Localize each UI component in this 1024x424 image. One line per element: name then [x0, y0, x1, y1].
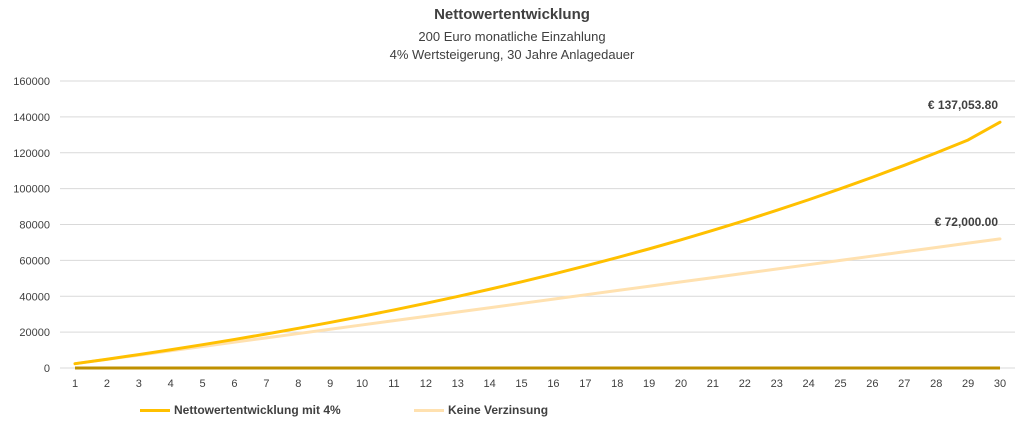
chart-title: Nettowertentwicklung	[434, 6, 590, 23]
legend-label-series-1: Nettowertentwicklung mit 4%	[174, 403, 341, 417]
gridlines	[60, 80, 1015, 369]
x-tick-label: 14	[484, 378, 496, 390]
x-tick-label: 2	[104, 378, 110, 390]
series-line-1	[73, 120, 1002, 366]
legend-swatch-series-1	[140, 408, 170, 412]
x-tick-label: 5	[200, 378, 206, 390]
x-tick-label: 18	[611, 378, 623, 390]
end-value-label-series-1: € 137,053.80	[928, 98, 998, 112]
x-tick-label: 22	[739, 378, 751, 390]
end-value-labels: € 137,053.80 € 72,000.00	[928, 98, 998, 229]
x-tick-label: 3	[136, 378, 142, 390]
x-tick-label: 1	[72, 378, 78, 390]
x-tick-label: 30	[994, 378, 1006, 390]
series-line-2	[73, 237, 1002, 366]
x-tick-label: 28	[930, 378, 942, 390]
x-tick-label: 6	[231, 378, 237, 390]
y-tick-label: 120000	[13, 148, 50, 160]
y-tick-label: 0	[44, 363, 50, 375]
x-tick-label: 23	[771, 378, 783, 390]
y-tick-label: 40000	[19, 291, 50, 303]
x-tick-label: 26	[866, 378, 878, 390]
x-tick-label: 13	[452, 378, 464, 390]
x-tick-label: 12	[420, 378, 432, 390]
x-tick-label: 7	[263, 378, 269, 390]
x-tick-label: 8	[295, 378, 301, 390]
x-tick-label: 25	[834, 378, 846, 390]
series-lines	[73, 120, 1002, 370]
chart-subtitle-line-2: 4% Wertsteigerung, 30 Jahre Anlagedauer	[389, 47, 635, 62]
y-tick-label: 80000	[19, 220, 50, 232]
y-tick-label: 60000	[19, 255, 50, 267]
chart-subtitle-line-1: 200 Euro monatliche Einzahlung	[418, 29, 606, 44]
x-tick-label: 17	[579, 378, 591, 390]
x-tick-label: 29	[962, 378, 974, 390]
legend-label-series-2: Keine Verzinsung	[448, 403, 549, 417]
x-tick-label: 9	[327, 378, 333, 390]
x-tick-label: 20	[675, 378, 687, 390]
x-tick-label: 19	[643, 378, 655, 390]
legend-item-series-1: Nettowertentwicklung mit 4%	[140, 403, 341, 417]
x-tick-label: 4	[168, 378, 174, 390]
y-axis-tick-labels: 0 20000 40000 60000 80000 100000 120000 140000 1…	[13, 76, 50, 375]
x-tick-label: 10	[356, 378, 368, 390]
y-tick-label: 160000	[13, 76, 50, 88]
x-tick-label: 27	[898, 378, 910, 390]
x-tick-label: 21	[707, 378, 719, 390]
x-tick-label: 11	[388, 378, 399, 390]
x-axis-tick-labels: 1 2 3 4 5 6 7 8 9 10 11 12 13 14 15 16 17 18 19 20 21 22 23 24 2…	[72, 378, 1006, 390]
y-tick-label: 20000	[19, 327, 50, 339]
legend-swatch-series-2	[414, 408, 444, 412]
end-value-label-series-2: € 72,000.00	[935, 215, 999, 229]
y-tick-label: 100000	[13, 184, 50, 196]
x-tick-label: 16	[547, 378, 559, 390]
legend-item-series-2: Keine Verzinsung	[414, 403, 548, 417]
x-tick-label: 15	[515, 378, 527, 390]
y-tick-label: 140000	[13, 112, 50, 124]
x-tick-label: 24	[802, 378, 814, 390]
